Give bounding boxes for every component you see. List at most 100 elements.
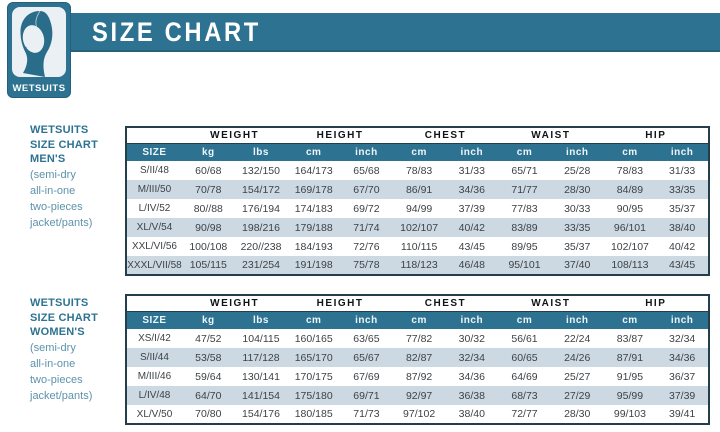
- value-cell: 63/65: [353, 332, 380, 345]
- value-cell: 68/73: [511, 389, 538, 402]
- value-cell: 40/42: [458, 221, 485, 234]
- label-line: SIZE CHART: [30, 311, 98, 324]
- value-cell: 30/33: [564, 202, 591, 215]
- column-header: inch: [550, 143, 604, 161]
- column-header: lbs: [234, 143, 288, 161]
- value-cell: 65/67: [353, 351, 380, 364]
- group-header-hip: HIP: [603, 295, 709, 312]
- group-header-chest: CHEST: [392, 295, 499, 312]
- value-cell: 89/95: [511, 240, 538, 253]
- value-cell: 56/61: [511, 332, 538, 345]
- size-cell: XXL/VI/56: [131, 241, 177, 252]
- value-cell: 75/78: [353, 259, 380, 271]
- table-row: S/II/48 60/68 132/150 164/173 65/68 78/83 31/3…: [126, 161, 709, 180]
- value-cell: 32/34: [669, 332, 696, 345]
- value-cell: 164/173: [294, 164, 333, 177]
- size-cell: L/IV/52: [138, 203, 171, 214]
- column-header: inch: [340, 311, 393, 329]
- table-row: XL/V/50 70/80 154/176 180/185 71/73 97/102 38/…: [126, 405, 709, 424]
- value-cell: 25/28: [564, 164, 591, 177]
- value-cell: 71/74: [353, 221, 380, 234]
- value-cell: 64/69: [511, 370, 538, 383]
- value-cell: 117/128: [242, 351, 280, 364]
- column-header: cm: [498, 311, 551, 329]
- value-cell: 100/108: [189, 240, 228, 253]
- value-cell: 33/35: [564, 221, 591, 234]
- womens-size-table: WEIGHT HEIGHT CHEST WAIST HIP SIZE kg lb…: [125, 294, 710, 425]
- value-cell: 71/73: [353, 408, 380, 420]
- value-cell: 39/41: [669, 408, 696, 420]
- value-cell: 175/180: [294, 389, 333, 402]
- value-cell: 220//238: [240, 240, 282, 253]
- value-cell: 191/198: [294, 259, 333, 271]
- size-cell: XL/V/50: [136, 408, 173, 420]
- mens-section-label: WETSUITS SIZE CHART MEN'S (semi-dry all-…: [30, 123, 126, 231]
- value-cell: 169/178: [294, 183, 333, 196]
- value-cell: 53/58: [195, 351, 222, 364]
- value-cell: 67/69: [353, 370, 380, 383]
- value-cell: 67/70: [353, 183, 380, 196]
- value-cell: 96/101: [613, 221, 646, 234]
- column-header: cm: [498, 143, 551, 161]
- group-header-weight: WEIGHT: [181, 127, 288, 144]
- column-header: SIZE: [126, 143, 182, 161]
- value-cell: 184/193: [294, 240, 333, 253]
- value-cell: 36/37: [669, 370, 696, 383]
- value-cell: 60/65: [511, 351, 538, 364]
- value-cell: 69/72: [353, 202, 380, 215]
- value-cell: 118/123: [400, 259, 438, 271]
- value-cell: 24/26: [564, 351, 591, 364]
- womens-table-body: XS/I/42 47/52 104/115 160/165 63/65 77/82 30/3…: [126, 329, 709, 424]
- group-header-waist: WAIST: [498, 127, 604, 144]
- value-cell: 78/83: [616, 164, 644, 177]
- value-cell: 132/150: [242, 164, 280, 177]
- header-banner: SIZE CHART: [60, 13, 720, 52]
- size-cell: XXXL/VII/58: [127, 259, 182, 271]
- value-cell: 38/40: [669, 221, 696, 234]
- group-header-row: WEIGHT HEIGHT CHEST WAIST HIP: [126, 295, 709, 312]
- value-cell: 91/95: [616, 370, 644, 383]
- value-cell: 87/91: [616, 351, 644, 364]
- column-header: cm: [603, 143, 657, 161]
- column-header: kg: [181, 311, 235, 329]
- size-cell: S/II/48: [140, 165, 169, 176]
- value-cell: 31/33: [669, 164, 696, 177]
- value-cell: 95/101: [508, 259, 541, 271]
- label-sub-line: (semi-dry: [30, 341, 76, 354]
- value-cell: 198/216: [242, 221, 280, 234]
- value-cell: 34/36: [669, 351, 696, 364]
- value-cell: 82/87: [405, 351, 433, 364]
- value-cell: 35/37: [564, 240, 591, 253]
- value-cell: 84/89: [616, 183, 644, 196]
- group-header-spacer: [126, 295, 182, 312]
- label-line: WETSUITS: [30, 297, 89, 309]
- column-header: inch: [340, 143, 393, 161]
- group-header-chest: CHEST: [392, 127, 499, 144]
- womens-section-label: WETSUITS SIZE CHART WOMEN'S (semi-dry al…: [30, 296, 126, 404]
- column-header: inch: [445, 143, 499, 161]
- value-cell: 97/102: [403, 408, 436, 420]
- value-cell: 72/77: [511, 408, 538, 420]
- value-cell: 43/45: [458, 240, 485, 253]
- value-cell: 180/185: [294, 408, 333, 420]
- mens-table-body: S/II/48 60/68 132/150 164/173 65/68 78/83 31/3…: [126, 161, 709, 275]
- value-cell: 27/29: [564, 389, 591, 402]
- size-cell: M/III/46: [137, 371, 172, 382]
- table-row: L/IV/48 64/70 141/154 175/180 69/71 92/97 36/3…: [126, 386, 709, 405]
- label-sub-line: all-in-one: [30, 357, 76, 370]
- value-cell: 36/38: [458, 389, 485, 402]
- column-header-row: SIZE kg lbs cm inch cm inch cm inch cm i…: [126, 143, 709, 161]
- value-cell: 174/183: [294, 202, 333, 215]
- column-header: cm: [287, 143, 341, 161]
- value-cell: 77/82: [405, 332, 433, 345]
- logo-wordmark: WETSUITS: [12, 83, 66, 94]
- logo-panel: [12, 7, 66, 77]
- size-cell: M/III/50: [137, 184, 172, 195]
- mens-size-table: WEIGHT HEIGHT CHEST WAIST HIP SIZE kg lb…: [125, 126, 710, 276]
- value-cell: 25/27: [564, 370, 591, 383]
- table-row: XXL/VI/56 100/108 220//238 184/193 72/76 110/…: [126, 237, 709, 256]
- group-header-waist: WAIST: [498, 295, 604, 312]
- value-cell: 64/70: [195, 389, 222, 402]
- value-cell: 108/113: [611, 259, 649, 271]
